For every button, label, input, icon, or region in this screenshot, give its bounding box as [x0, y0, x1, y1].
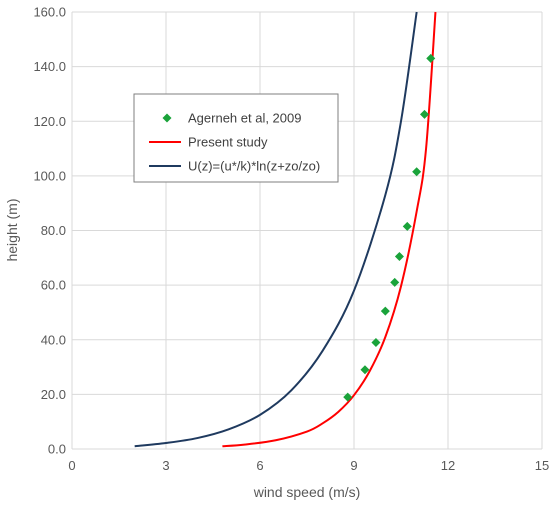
- x-tick-label: 6: [256, 458, 263, 473]
- legend-label: Present study: [188, 135, 268, 150]
- y-axis-title: height (m): [4, 198, 20, 261]
- agerneh-data-point: [380, 306, 390, 316]
- x-axis-ticks: 0 3 6 9 12 15: [68, 458, 549, 473]
- y-tick-label: 40.0: [41, 332, 66, 347]
- x-tick-label: 12: [441, 458, 455, 473]
- y-tick-label: 120.0: [33, 114, 66, 129]
- legend: Agerneh et al, 2009 Present study U(z)=(u*…: [133, 93, 339, 183]
- y-axis-ticks: 0.0 20.0 40.0 60.0 80.0 100.0 120.0 140.0 160.0: [33, 5, 66, 457]
- grid: [71, 11, 543, 450]
- legend-label: U(z)=(u*/k)*ln(z+zo/zo): [188, 159, 320, 174]
- x-tick-label: 15: [535, 458, 549, 473]
- agerneh-data-point: [426, 53, 436, 63]
- y-tick-label: 100.0: [33, 168, 66, 183]
- agerneh-data-point: [343, 392, 353, 402]
- agerneh-data-point: [394, 251, 404, 261]
- y-tick-label: 20.0: [41, 387, 66, 402]
- x-tick-label: 9: [350, 458, 357, 473]
- y-tick-label: 160.0: [33, 5, 66, 20]
- y-tick-label: 80.0: [41, 223, 66, 238]
- y-tick-label: 60.0: [41, 278, 66, 293]
- series-layer: [134, 11, 437, 448]
- agerneh-data-point: [402, 221, 412, 231]
- agerneh-data-point: [360, 365, 370, 375]
- agerneh-data-point: [390, 277, 400, 287]
- x-tick-label: 3: [162, 458, 169, 473]
- agerneh-data-point: [412, 167, 422, 177]
- legend-marker-agerneh: [162, 113, 172, 123]
- log-law-line: [134, 11, 418, 448]
- legend-box: [133, 93, 339, 183]
- agerneh-data-point: [371, 337, 381, 347]
- legend-label: Agerneh et al, 2009: [188, 111, 301, 126]
- x-axis-title: wind speed (m/s): [253, 484, 361, 500]
- x-tick-label: 0: [68, 458, 75, 473]
- present-study-line: [222, 11, 437, 448]
- y-tick-label: 0.0: [48, 442, 66, 457]
- agerneh-data-point: [420, 109, 429, 119]
- y-tick-label: 140.0: [33, 59, 66, 74]
